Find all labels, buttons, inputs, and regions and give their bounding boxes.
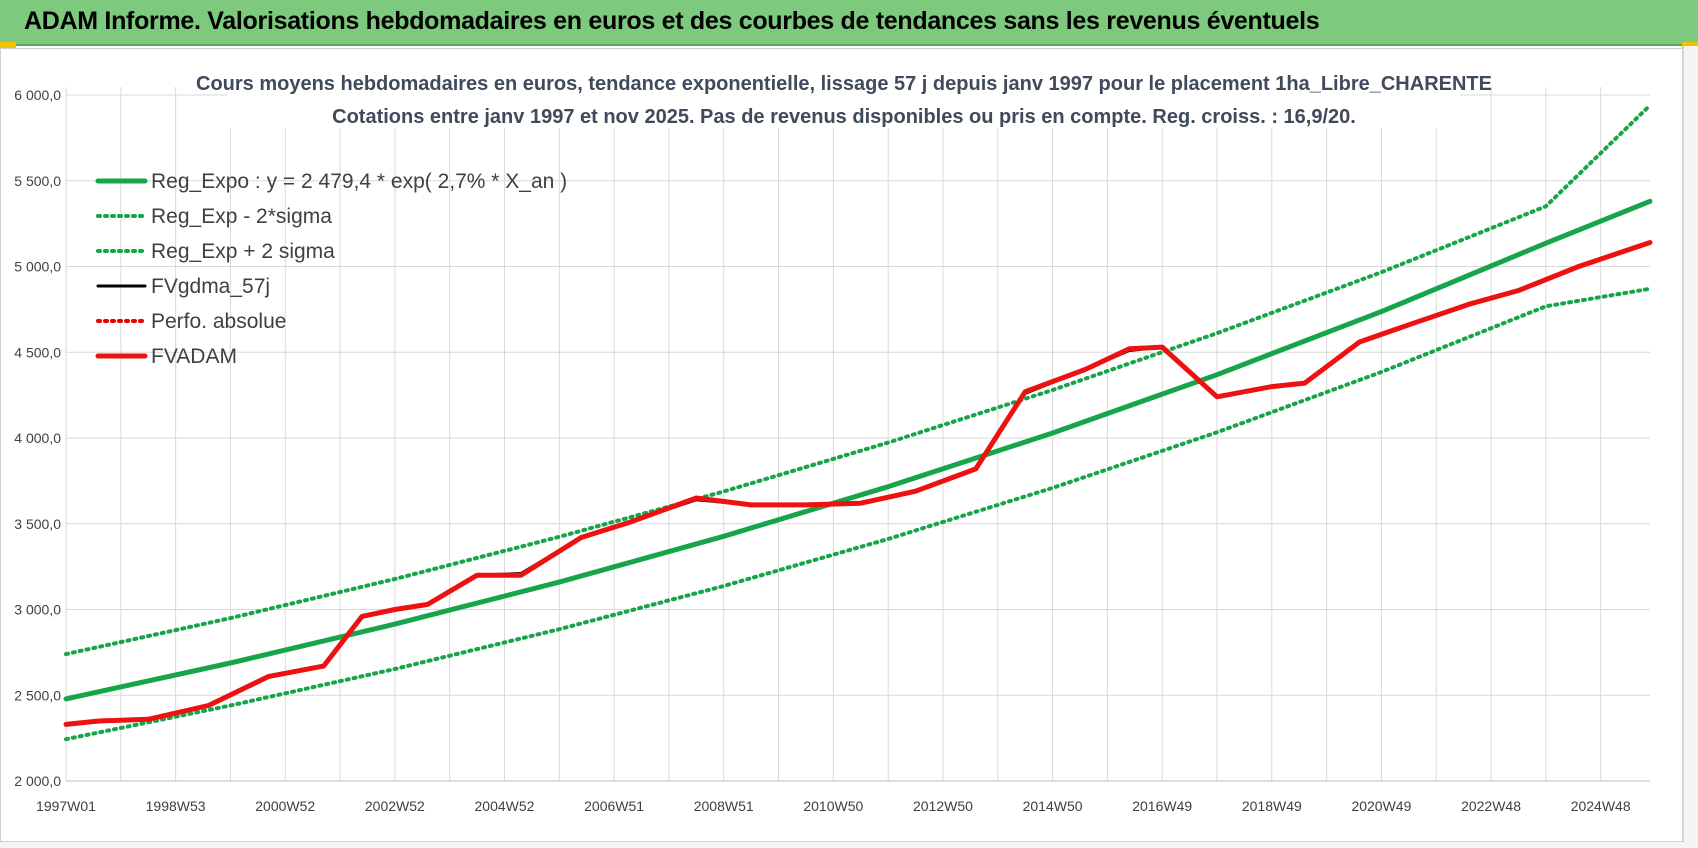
chart-title: Cours moyens hebdomadaires en euros, ten… xyxy=(196,73,1492,95)
x-tick-label: 2014W50 xyxy=(1023,798,1083,814)
y-tick-label: 4 500,0 xyxy=(14,344,61,360)
report-title: ADAM Informe. Valorisations hebdomadaire… xyxy=(24,7,1320,35)
title-backdrop xyxy=(228,66,1460,128)
legend: Reg_Expo : y = 2 479,4 * exp( 2,7% * X_a… xyxy=(95,170,567,368)
x-tick-label: 2016W49 xyxy=(1132,798,1192,814)
x-tick-label: 2020W49 xyxy=(1351,798,1411,814)
legend-label-4: Perfo. absolue xyxy=(151,310,286,333)
scrollbar-vertical[interactable] xyxy=(1683,46,1698,848)
chart-subtitle: Cotations entre janv 1997 et nov 2025. P… xyxy=(332,106,1356,128)
x-tick-label: 2024W48 xyxy=(1571,798,1631,814)
legend-label-3: FVgdma_57j xyxy=(151,275,270,298)
x-tick-label: 2000W52 xyxy=(255,798,315,814)
legend-label-5: FVADAM xyxy=(151,345,237,368)
y-tick-label: 2 500,0 xyxy=(14,687,61,703)
y-tick-label: 5 000,0 xyxy=(14,259,61,275)
y-tick-label: 3 500,0 xyxy=(14,516,61,532)
series-line-2 xyxy=(64,103,1652,657)
x-tick-label: 2006W51 xyxy=(584,798,644,814)
x-tick-label: 2012W50 xyxy=(913,798,973,814)
legend-label-0: Reg_Expo : y = 2 479,4 * exp( 2,7% * X_a… xyxy=(151,170,567,193)
x-tick-label: 2004W52 xyxy=(475,798,535,814)
x-tick-label: 2010W50 xyxy=(803,798,863,814)
series-line-0 xyxy=(63,198,1653,702)
series-line-5 xyxy=(63,240,1653,727)
y-tick-label: 4 000,0 xyxy=(14,430,61,446)
x-tick-label: 1998W53 xyxy=(146,798,206,814)
x-tick-label: 2008W51 xyxy=(694,798,754,814)
y-tick-label: 5 500,0 xyxy=(14,173,61,189)
y-tick-label: 6 000,0 xyxy=(14,87,61,103)
legend-label-1: Reg_Exp - 2*sigma xyxy=(151,205,332,228)
series-layer xyxy=(63,103,1653,742)
tick-layer: 2 000,0 2 500,0 3 000,0 3 500,0 4 000,0 4 500… xyxy=(14,87,1631,814)
scrollbar-horizontal[interactable] xyxy=(0,842,1698,848)
y-tick-label: 2 000,0 xyxy=(14,773,61,789)
series-line-1 xyxy=(64,286,1652,742)
x-tick-label: 2022W48 xyxy=(1461,798,1521,814)
report-banner: ADAM Informe. Valorisations hebdomadaire… xyxy=(0,0,1698,46)
series-line-3 xyxy=(64,241,1652,726)
x-tick-label: 1997W01 xyxy=(36,798,96,814)
corner-marker-right xyxy=(1682,42,1698,48)
x-tick-label: 2018W49 xyxy=(1242,798,1302,814)
y-tick-label: 3 000,0 xyxy=(14,602,61,618)
corner-marker-left xyxy=(0,42,16,48)
chart-title-layer: Cours moyens hebdomadaires en euros, ten… xyxy=(196,66,1492,128)
x-tick-label: 2002W52 xyxy=(365,798,425,814)
legend-label-2: Reg_Exp + 2 sigma xyxy=(151,240,335,263)
